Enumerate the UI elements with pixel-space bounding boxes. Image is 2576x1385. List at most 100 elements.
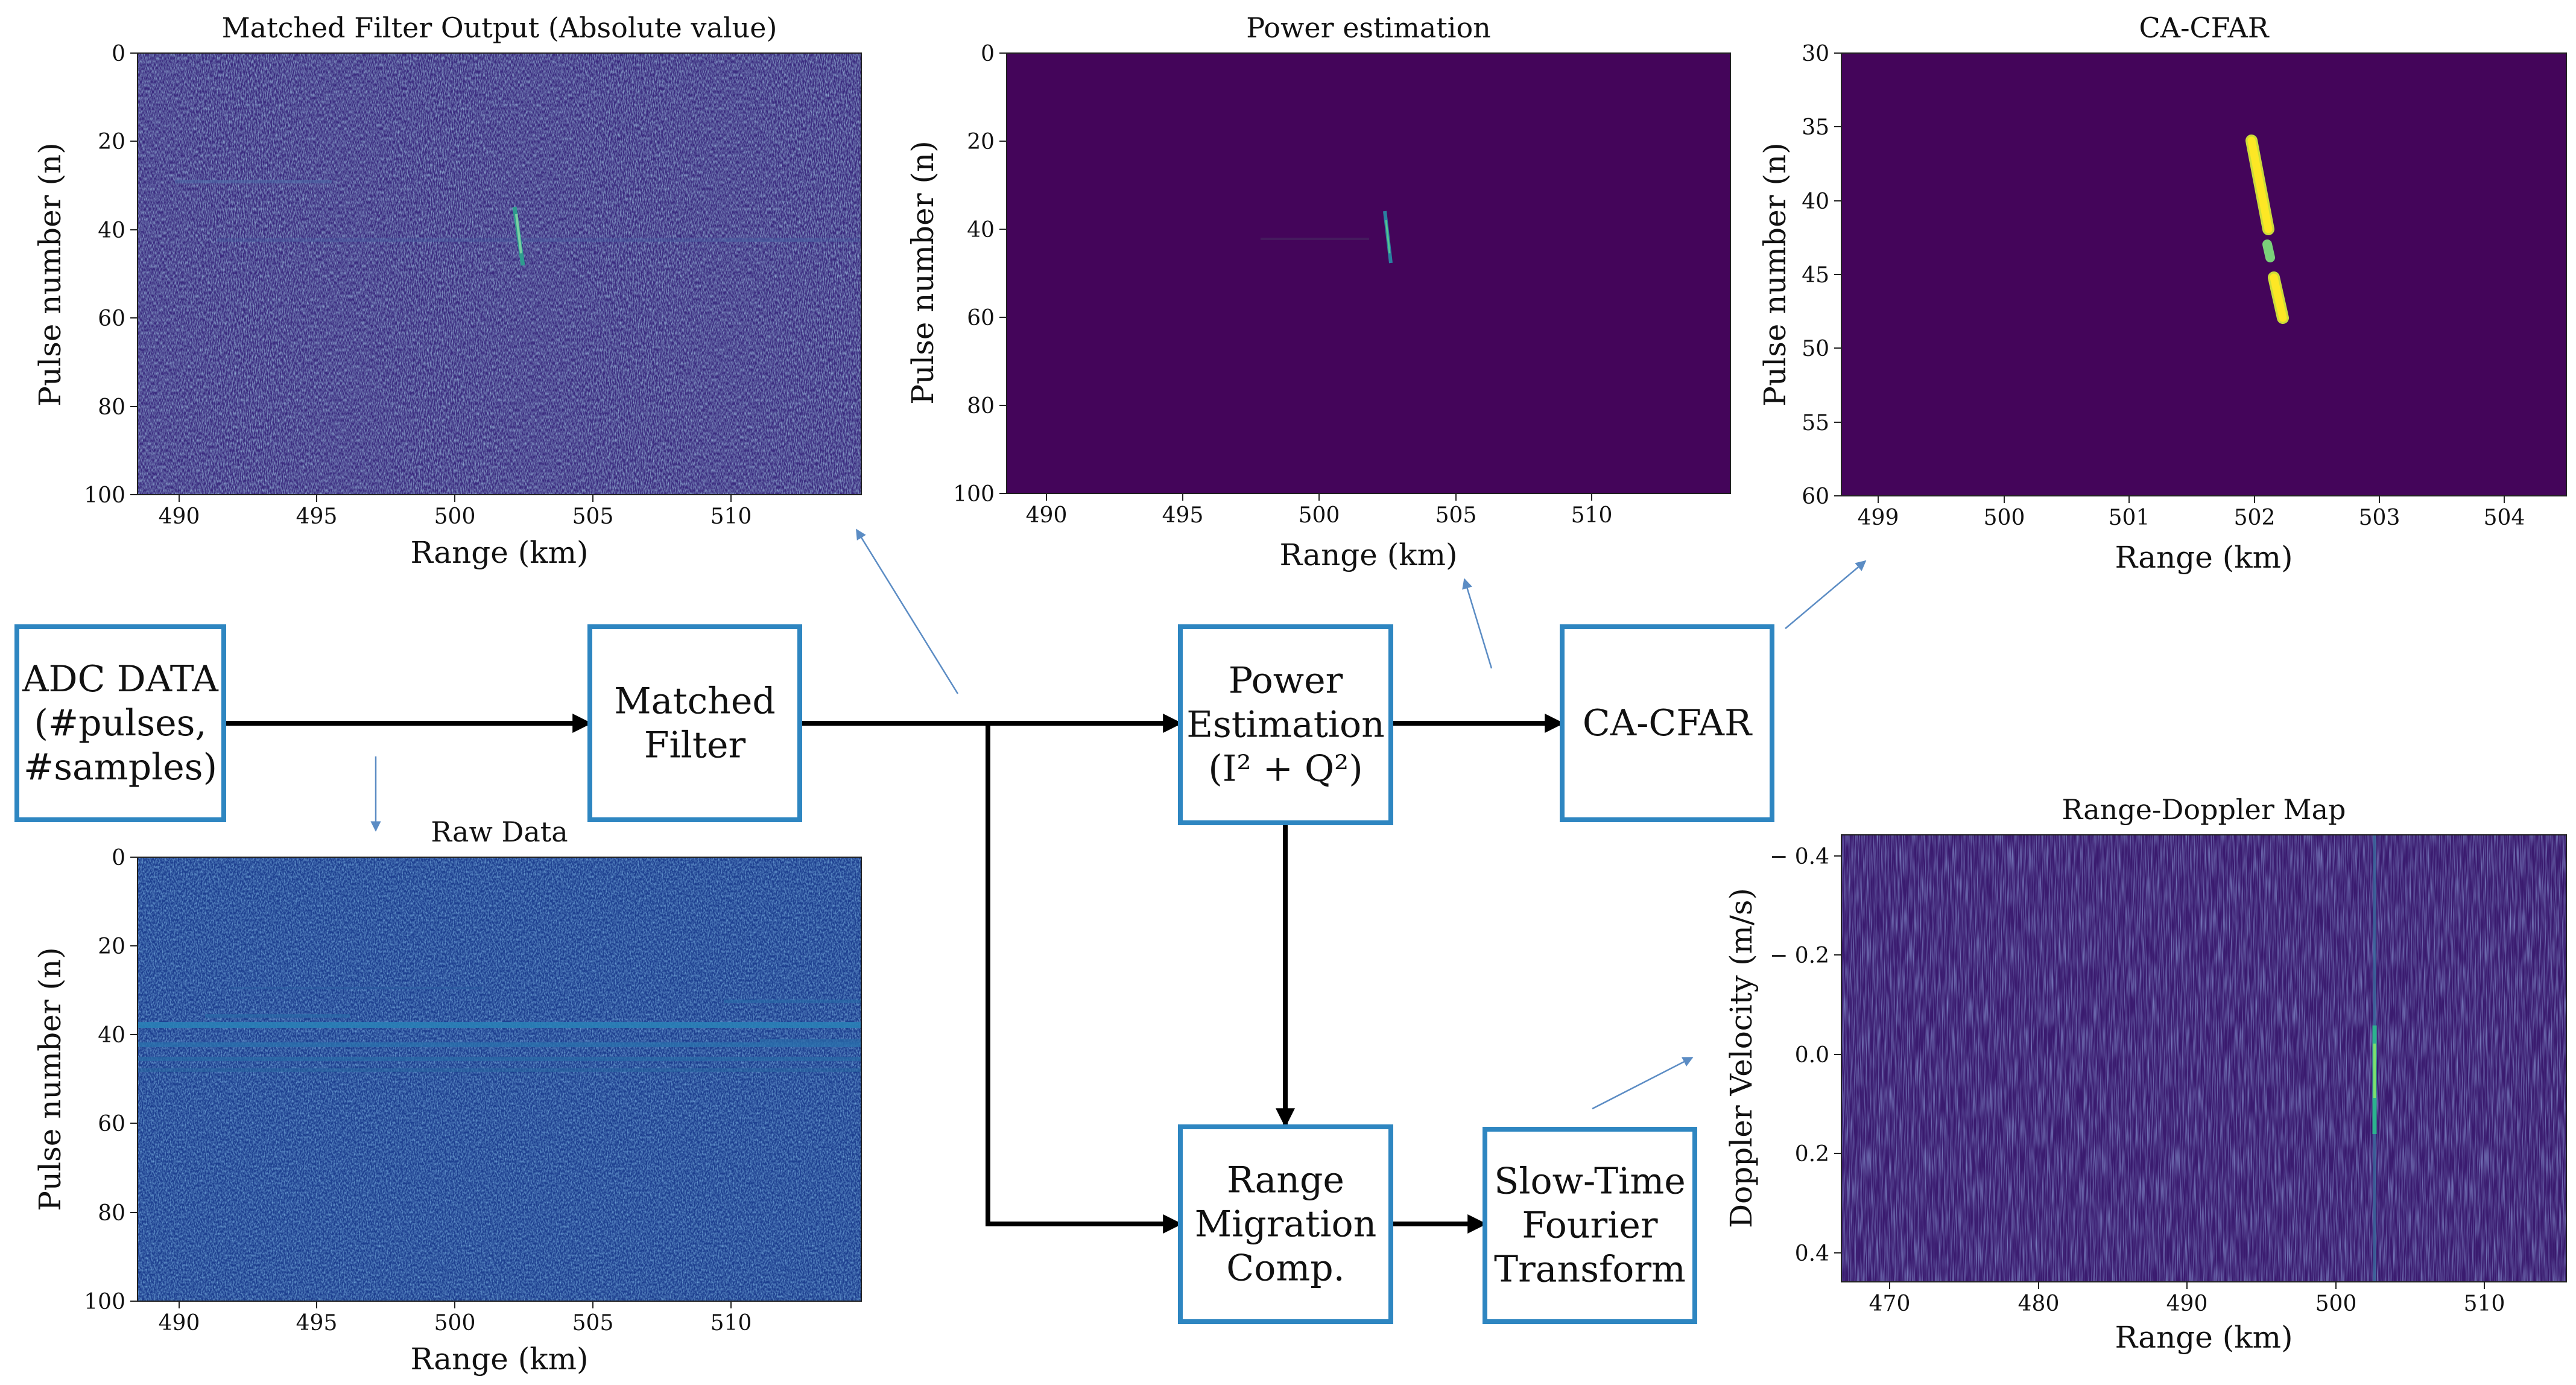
x-axis-label: Range (km) <box>410 1342 588 1377</box>
y-tick-label: 60 <box>967 306 995 331</box>
pointer-cfar-output <box>1785 560 1867 629</box>
x-tick-label: 510 <box>2464 1292 2505 1316</box>
y-tick-label: 55 <box>1802 411 1829 436</box>
chart-frame <box>1006 52 1731 494</box>
rd-heatmap <box>1841 835 2566 1282</box>
block-label-line: #samples) <box>24 746 217 788</box>
x-tick-label: 495 <box>296 504 338 529</box>
x-tick-label: 510 <box>1571 503 1613 528</box>
y-tick-label: 40 <box>1802 189 1829 214</box>
block-frame <box>1178 1124 1393 1324</box>
block-label-line: Matched <box>614 680 775 723</box>
y-tick-label: 35 <box>1802 115 1829 140</box>
x-tick-label: 499 <box>1858 506 1899 530</box>
chart-cfar: CA-CFAR Range (km) Pulse number (n) 499 500 5… <box>1758 11 2567 575</box>
y-tick-label: 60 <box>98 1112 125 1136</box>
x-tick-label: 505 <box>1435 503 1477 528</box>
x-axis-label: Range (km) <box>2115 1320 2293 1355</box>
y-tick-label: 100 <box>84 1290 125 1314</box>
x-tick-label: 490 <box>159 1311 200 1336</box>
block-label-line: Fourier <box>1522 1205 1657 1247</box>
x-tick-label: 503 <box>2359 506 2400 530</box>
y-axis-label: Pulse number (n) <box>33 947 68 1211</box>
x-axis-label: Range (km) <box>2115 540 2293 575</box>
y-tick-label: 0 <box>112 42 125 66</box>
block-frame <box>587 624 802 822</box>
charts-layer: Matched Filter Output (Absolute value) Ra… <box>33 11 2567 1377</box>
matched-heatmap <box>138 53 861 495</box>
x-tick-label: 504 <box>2484 506 2525 530</box>
x-tick-label: 500 <box>2315 1292 2357 1316</box>
chart-title: Power estimation <box>1246 11 1491 44</box>
x-tick-label: 510 <box>710 504 752 529</box>
block-frame <box>1178 624 1393 825</box>
y-tick-label: 40 <box>967 218 995 242</box>
y-tick-label: 40 <box>98 1023 125 1048</box>
y-tick-label: 100 <box>953 482 995 507</box>
block-label-line: Filter <box>644 724 746 767</box>
chart-rd: Range-Doppler Map Range (km) Doppler Veloc… <box>1724 793 2567 1355</box>
y-tick-label: 0 <box>112 846 125 870</box>
x-tick-label: 495 <box>1162 503 1204 528</box>
x-tick-label: 505 <box>572 504 614 529</box>
x-tick-label: 502 <box>2234 506 2276 530</box>
chart-frame <box>137 52 862 495</box>
chart-raw: Raw Data Range (km) Pulse number (n) 490 495… <box>33 816 862 1377</box>
x-tick-label: 490 <box>2166 1292 2208 1316</box>
y-tick-label: 0 <box>981 42 995 66</box>
x-tick-label: 500 <box>434 504 476 529</box>
y-axis-label: Doppler Velocity (m/s) <box>1724 888 1759 1228</box>
block-label-line: (#pulses, <box>34 702 206 744</box>
y-tick-label: − 0.4 <box>1770 845 1829 869</box>
y-tick-label: 20 <box>967 130 995 154</box>
block-label-line: Estimation <box>1186 704 1385 746</box>
x-tick-label: 490 <box>1026 503 1068 528</box>
x-axis-label: Range (km) <box>1279 537 1457 572</box>
y-tick-label: 0.2 <box>1795 1142 1829 1167</box>
x-tick-label: 500 <box>1299 503 1340 528</box>
block-label-line: (I² + Q²) <box>1208 748 1362 790</box>
y-axis-label: Pulse number (n) <box>33 142 68 406</box>
y-tick-label: 80 <box>967 394 995 419</box>
x-tick-label: 470 <box>1869 1292 1911 1316</box>
y-tick-label: 60 <box>98 306 125 331</box>
flow-arrows <box>224 714 1565 1234</box>
block-label-line: Slow-Time <box>1494 1161 1686 1203</box>
block-cfar[interactable]: CA-CFAR <box>1560 624 1774 822</box>
x-axis-label: Range (km) <box>410 535 588 570</box>
pointer-matched-output <box>855 528 959 694</box>
pointer-power-output <box>1462 578 1493 669</box>
x-tick-label: 495 <box>296 1311 338 1336</box>
chart-title: Matched Filter Output (Absolute value) <box>222 11 777 44</box>
chart-frame <box>137 857 862 1302</box>
x-tick-label: 510 <box>710 1311 752 1336</box>
block-label-line: Range <box>1227 1159 1344 1202</box>
y-tick-label: 30 <box>1802 42 1829 66</box>
y-tick-label: 60 <box>1802 484 1829 509</box>
block-adc[interactable]: ADC DATA(#pulses,#samples) <box>14 624 226 822</box>
y-tick-label: 0.4 <box>1795 1241 1829 1266</box>
power-heatmap <box>1007 53 1730 493</box>
block-label-line: Comp. <box>1226 1247 1344 1290</box>
y-tick-label: 40 <box>98 218 125 243</box>
chart-power: Power estimation Range (km) Pulse number (… <box>905 11 1731 572</box>
y-tick-label: 80 <box>98 1201 125 1226</box>
chart-frame <box>1841 834 2567 1282</box>
arrow-branch-to-rmc <box>986 723 1183 1234</box>
x-tick-label: 501 <box>2109 506 2150 530</box>
block-label-line: CA-CFAR <box>1583 702 1753 744</box>
chart-title: Range-Doppler Map <box>2062 793 2346 826</box>
block-frame <box>1560 624 1774 822</box>
pointer-rd-map <box>1592 1056 1694 1110</box>
y-axis-label: Pulse number (n) <box>905 141 940 404</box>
x-tick-label: 480 <box>2018 1292 2060 1316</box>
y-tick-label: 20 <box>98 934 125 959</box>
y-tick-label: − 0.2 <box>1770 943 1829 968</box>
y-tick-label: 80 <box>98 395 125 420</box>
